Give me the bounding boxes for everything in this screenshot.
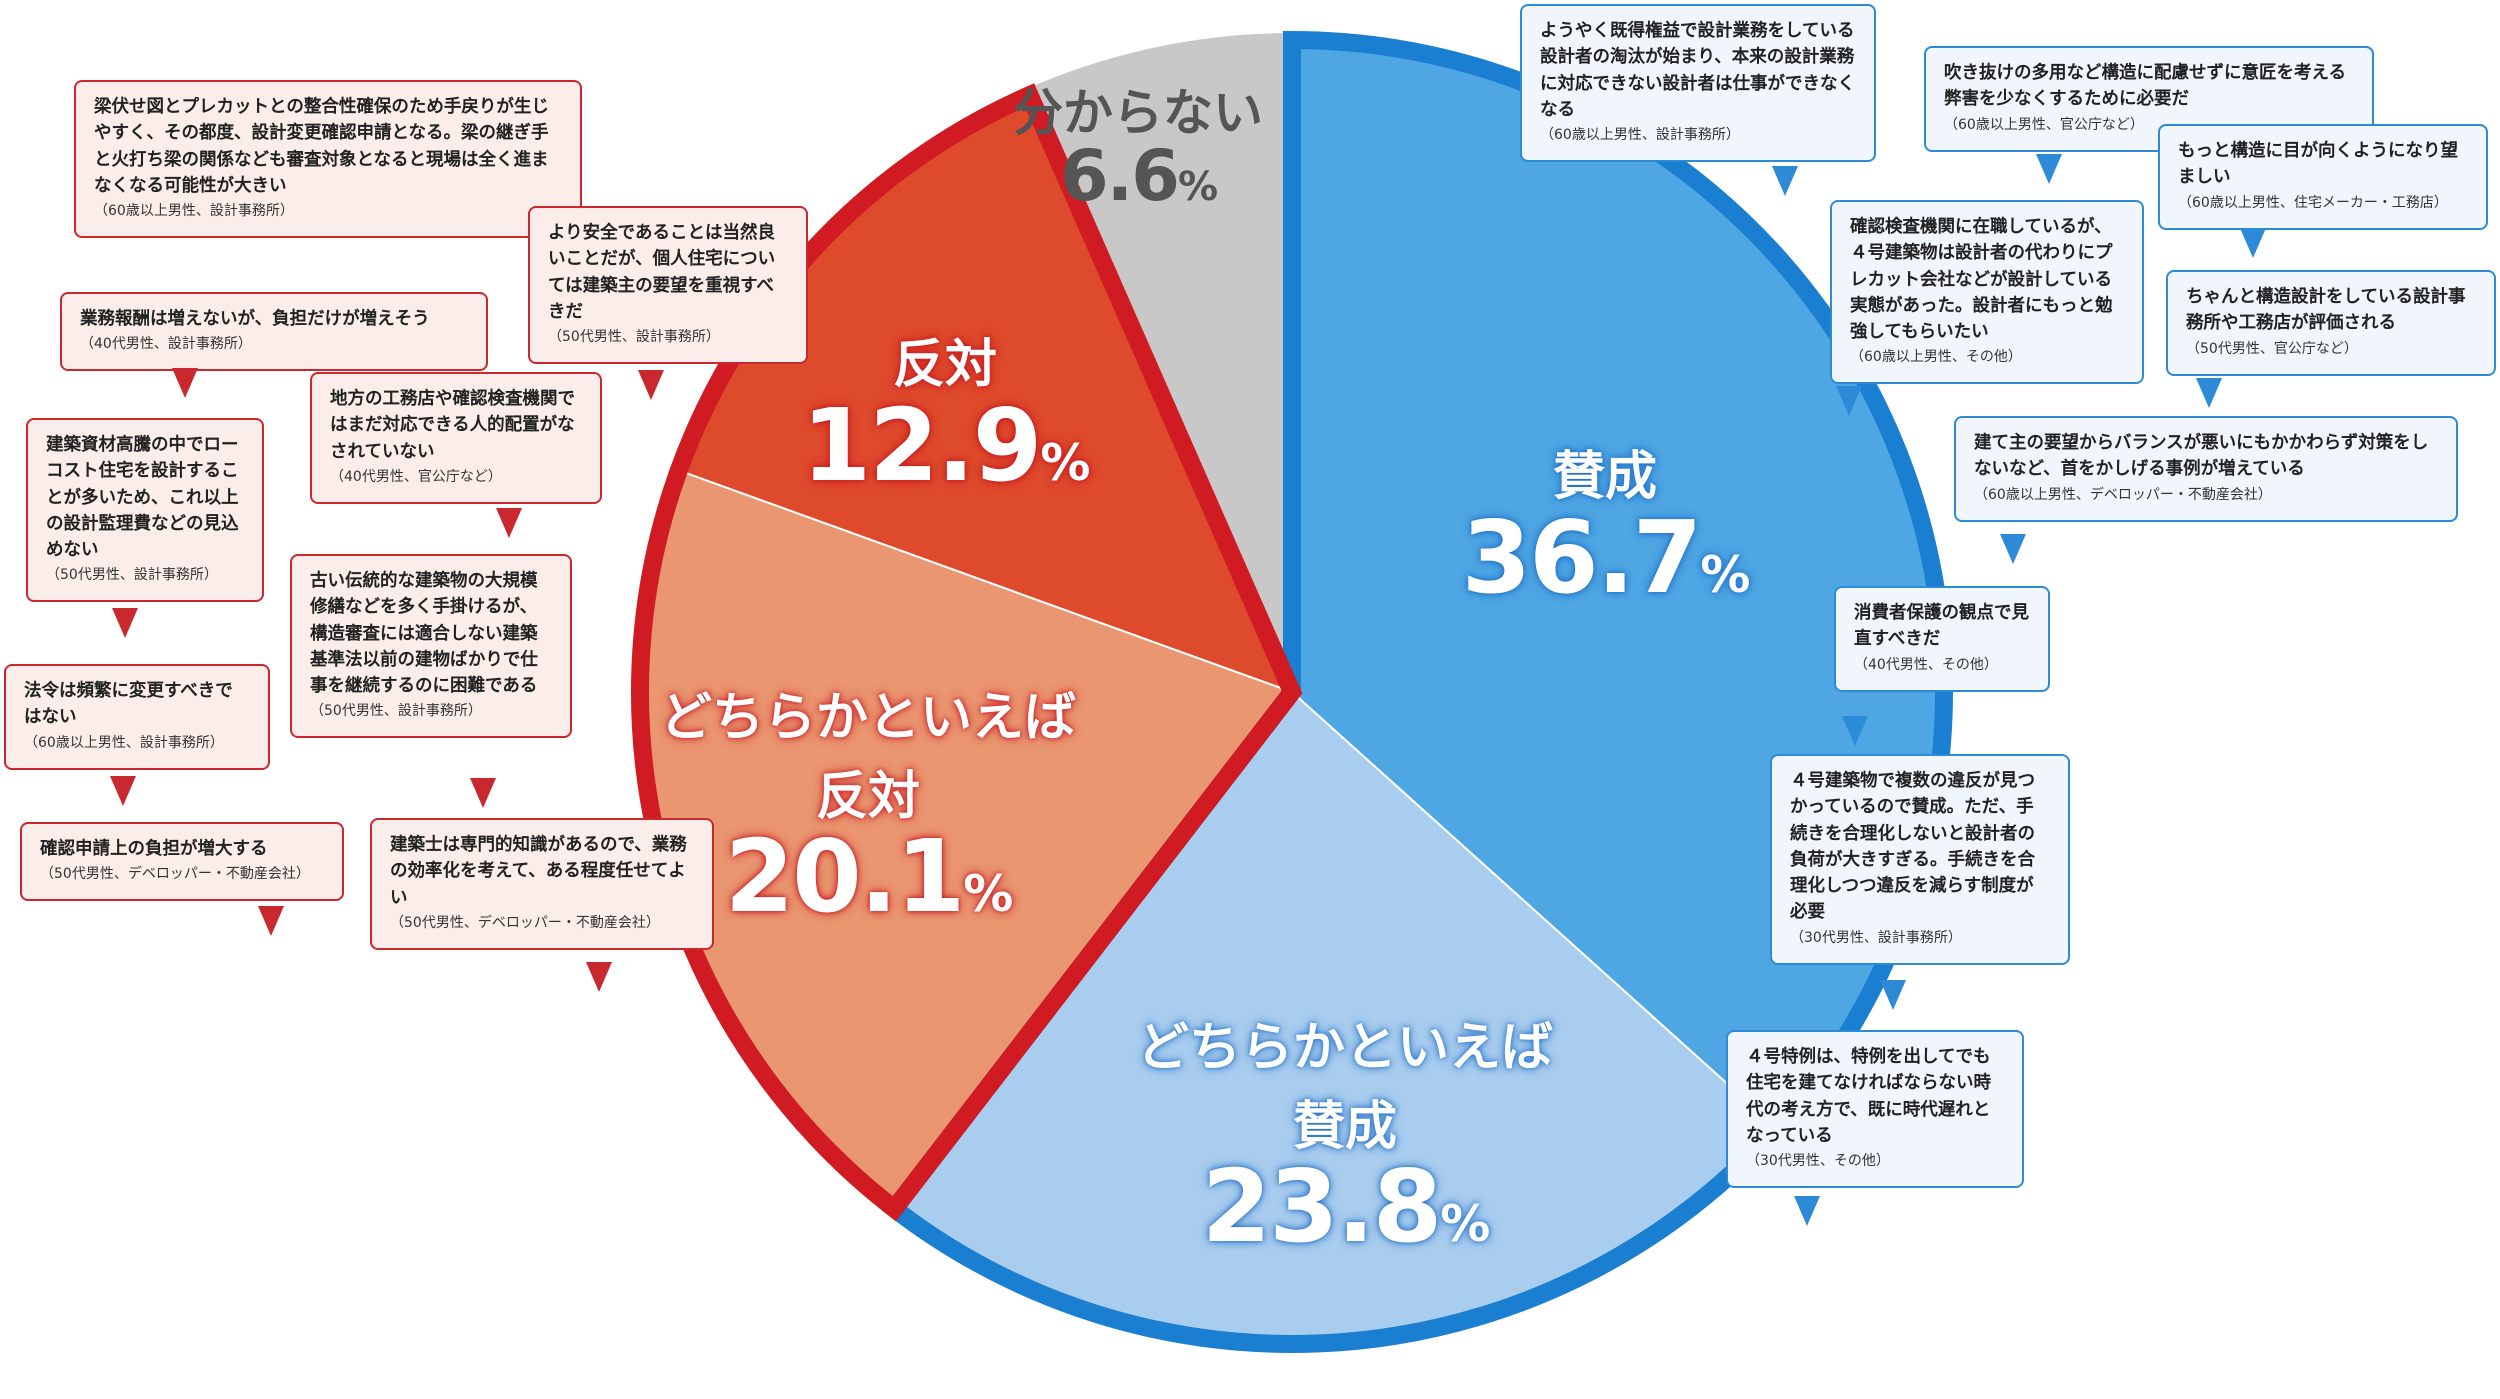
comment-attribution: （50代男性、官公庁など） xyxy=(2186,340,2358,357)
comment-disagree-2: より安全であることは当然良いことだが、個人住宅については建築主の要望を重視すべき… xyxy=(528,206,808,364)
comment-attribution: （50代男性、設計事務所） xyxy=(46,567,218,584)
comment-agree-7: 消費者保護の観点で見直すべきだ （40代男性、その他） xyxy=(1834,586,2050,692)
bubble-tail xyxy=(258,906,284,936)
comment-disagree-1: 梁伏せ図とプレカットとの整合性確保のため手戻りが生じやすく、その都度、設計変更確… xyxy=(74,80,582,238)
label-unknown-category: 分からない xyxy=(1013,84,1263,142)
comment-text: 確認申請上の負担が増大する xyxy=(40,839,268,859)
comment-attribution: （30代男性、設計事務所） xyxy=(1790,929,1962,946)
label-lean-agree-category-1: どちらかといえば xyxy=(1136,1017,1554,1078)
label-lean-disagree-category-1: どちらかといえば xyxy=(659,687,1077,748)
comment-disagree-5: 建築資材高騰の中でローコスト住宅を設計することが多いため、これ以上の設計監理費な… xyxy=(26,418,264,603)
bubble-tail xyxy=(496,508,522,538)
comment-text: 建築士は専門的知識があるので、業務の効率化を考えて、ある程度任せてよい xyxy=(390,835,687,908)
bubble-tail xyxy=(2036,154,2062,184)
comment-disagree-7: 法令は頻繁に変更すべきではない （60歳以上男性、設計事務所） xyxy=(4,664,270,770)
comment-agree-8: ４号建築物で複数の違反が見つかっているので賛成。ただ、手続きを合理化しないと設計… xyxy=(1770,754,2070,965)
bubble-tail xyxy=(470,778,496,808)
comment-agree-9: ４号特例は、特例を出してでも住宅を建てなければならない時代の考え方で、既に時代遅… xyxy=(1726,1030,2024,1188)
bubble-tail xyxy=(2000,534,2026,564)
comment-text: 古い伝統的な建築物の大規模修繕などを多く手掛けるが、構造審査には適合しない建築基… xyxy=(310,571,538,696)
comment-text: 地方の工務店や確認検査機関ではまだ対応できる人的配置がなされていない xyxy=(330,389,575,462)
label-agree-category: 賛成 xyxy=(1552,447,1657,508)
comment-agree-5: ちゃんと構造設計をしている設計事務所や工務店が評価される （50代男性、官公庁な… xyxy=(2166,270,2496,376)
comment-agree-1: ようやく既得権益で設計業務をしている設計者の淘汰が始まり、本来の設計業務に対応で… xyxy=(1520,4,1876,162)
bubble-tail xyxy=(110,776,136,806)
comment-text: ちゃんと構造設計をしている設計事務所や工務店が評価される xyxy=(2186,287,2466,334)
bubble-tail xyxy=(586,962,612,992)
comment-text: 吹き抜けの多用など構造に配慮せずに意匠を考える弊害を少なくするために必要だ xyxy=(1944,63,2346,110)
label-disagree-value: 12.9% xyxy=(801,386,1091,504)
comment-text: 業務報酬は増えないが、負担だけが増えそう xyxy=(80,309,430,329)
label-unknown-value: 6.6% xyxy=(1059,134,1218,217)
comment-agree-6: 建て主の要望からバランスが悪いにもかかわらず対策をしないなど、首をかしげる事例が… xyxy=(1954,416,2458,522)
comment-attribution: （50代男性、デベロッパー・不動産会社） xyxy=(390,914,660,931)
comment-attribution: （60歳以上男性、設計事務所） xyxy=(1540,127,1740,143)
comment-text: 確認検査機関に在職しているが、４号建築物は設計者の代わりにプレカット会社などが設… xyxy=(1850,217,2113,342)
label-disagree-category: 反対 xyxy=(892,335,997,396)
comment-text: ４号特例は、特例を出してでも住宅を建てなければならない時代の考え方で、既に時代遅… xyxy=(1746,1047,1991,1146)
disagree-group-outline xyxy=(631,83,1303,1222)
comment-attribution: （40代男性、その他） xyxy=(1854,656,1998,673)
comment-attribution: （60歳以上男性、住宅メーカー・工務店） xyxy=(2178,194,2448,211)
bubble-tail xyxy=(112,608,138,638)
comment-text: 梁伏せ図とプレカットとの整合性確保のため手戻りが生じやすく、その都度、設計変更確… xyxy=(94,97,549,196)
bubble-tail xyxy=(1842,716,1868,746)
comment-text: 法令は頻繁に変更すべきではない xyxy=(24,681,233,728)
bubble-tail xyxy=(1772,166,1798,196)
label-lean-agree-category-2: 賛成 xyxy=(1292,1096,1398,1157)
comment-attribution: （30代男性、その他） xyxy=(1746,1153,1890,1169)
comment-attribution: （60歳以上男性、設計事務所） xyxy=(94,203,294,219)
comment-attribution: （50代男性、設計事務所） xyxy=(548,329,720,345)
comment-text: もっと構造に目が向くようになり望ましい xyxy=(2178,141,2458,188)
bubble-tail xyxy=(1794,1196,1820,1226)
label-agree: 賛成 36.7% xyxy=(1461,447,1751,616)
label-lean-disagree-value: 20.1% xyxy=(724,818,1014,936)
bubble-tail xyxy=(2240,228,2266,258)
bubble-tail xyxy=(172,368,198,398)
bubble-tail xyxy=(638,370,664,400)
comment-attribution: （40代男性、設計事務所） xyxy=(80,336,252,353)
label-lean-agree: どちらかといえば 賛成 23.8% xyxy=(1137,1021,1553,1259)
comment-text: 建築資材高騰の中でローコスト住宅を設計することが多いため、これ以上の設計監理費な… xyxy=(46,435,239,560)
comment-text: 建て主の要望からバランスが悪いにもかかわらず対策をしないなど、首をかしげる事例が… xyxy=(1974,433,2429,480)
label-lean-agree-value: 23.8% xyxy=(1201,1148,1491,1266)
label-disagree: 反対 12.9% xyxy=(801,335,1091,504)
comment-disagree-8: 確認申請上の負担が増大する （50代男性、デベロッパー・不動産会社） xyxy=(20,822,344,902)
comment-attribution: （60歳以上男性、官公庁など） xyxy=(1944,116,2144,133)
comment-attribution: （60歳以上男性、設計事務所） xyxy=(24,734,224,751)
comment-agree-2: 吹き抜けの多用など構造に配慮せずに意匠を考える弊害を少なくするために必要だ （6… xyxy=(1924,46,2374,152)
bubble-tail xyxy=(1880,980,1906,1010)
comment-text: ようやく既得権益で設計業務をしている設計者の淘汰が始まり、本来の設計業務に対応で… xyxy=(1540,21,1855,120)
comment-disagree-6: 古い伝統的な建築物の大規模修繕などを多く手掛けるが、構造審査には適合しない建築基… xyxy=(290,554,572,739)
label-lean-disagree: どちらかといえば 反対 20.1% xyxy=(660,691,1076,929)
comment-text: より安全であることは当然良いことだが、個人住宅については建築主の要望を重視すべき… xyxy=(548,223,776,322)
label-agree-value: 36.7% xyxy=(1461,498,1751,616)
comment-attribution: （50代男性、設計事務所） xyxy=(310,703,482,720)
comment-attribution: （60歳以上男性、その他） xyxy=(1850,349,2022,366)
comment-disagree-9: 建築士は専門的知識があるので、業務の効率化を考えて、ある程度任せてよい （50代… xyxy=(370,818,714,950)
bubble-tail xyxy=(1836,386,1862,416)
comment-agree-4: 確認検査機関に在職しているが、４号建築物は設計者の代わりにプレカット会社などが設… xyxy=(1830,200,2144,385)
label-lean-disagree-category-2: 反対 xyxy=(815,766,921,827)
comment-agree-3: もっと構造に目が向くようになり望ましい （60歳以上男性、住宅メーカー・工務店） xyxy=(2158,124,2488,230)
comment-attribution: （50代男性、デベロッパー・不動産会社） xyxy=(40,866,310,883)
comment-text: 消費者保護の観点で見直すべきだ xyxy=(1854,603,2029,650)
comment-attribution: （60歳以上男性、デベロッパー・不動産会社） xyxy=(1974,486,2272,503)
comment-attribution: （40代男性、官公庁など） xyxy=(330,468,502,485)
label-unknown: 分からない 6.6% xyxy=(1013,87,1263,213)
comment-disagree-3: 業務報酬は増えないが、負担だけが増えそう （40代男性、設計事務所） xyxy=(60,292,488,372)
comment-text: ４号建築物で複数の違反が見つかっているので賛成。ただ、手続きを合理化しないと設計… xyxy=(1790,771,2035,923)
comment-disagree-4: 地方の工務店や確認検査機関ではまだ対応できる人的配置がなされていない （40代男… xyxy=(310,372,602,504)
bubble-tail xyxy=(2196,378,2222,408)
